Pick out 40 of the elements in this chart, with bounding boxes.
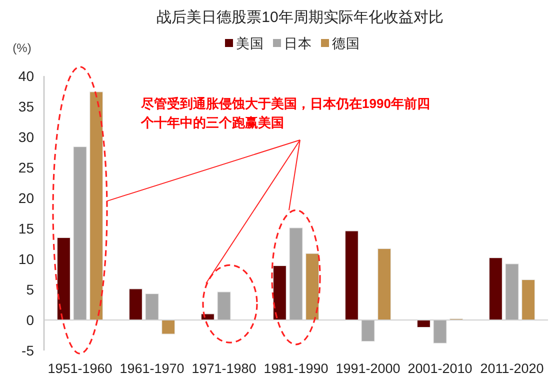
- legend-label: 德国: [332, 36, 360, 51]
- y-tick-label: 30: [18, 129, 34, 145]
- x-tick-label: 1961-1970: [120, 361, 184, 376]
- y-tick-label: 0: [26, 312, 34, 328]
- x-tick-label: 1951-1960: [48, 361, 112, 376]
- y-tick-label: 40: [18, 68, 34, 84]
- annotation: 尽管受到通胀侵蚀大于美国，日本仍在1990年前四个十年中的三个跑赢美国: [141, 95, 431, 132]
- bar: [522, 279, 536, 320]
- x-tick-label: 2011-2020: [480, 361, 544, 376]
- bar: [361, 320, 375, 342]
- y-tick-label: -5: [22, 342, 34, 358]
- bar: [128, 288, 142, 320]
- bar: [289, 228, 303, 320]
- x-tick-label: 1971-1980: [192, 361, 256, 376]
- bar: [433, 320, 447, 344]
- x-tick-label: 1991-2000: [336, 361, 400, 376]
- y-tick-label: 10: [18, 251, 34, 267]
- y-tick-label: 20: [18, 190, 34, 206]
- bar: [488, 257, 502, 320]
- bar: [145, 293, 159, 320]
- y-tick-label: 5: [26, 282, 34, 298]
- bar: [344, 230, 358, 320]
- chart-title: 战后美日德股票10年周期实际年化收益对比: [156, 9, 444, 26]
- bar: [306, 253, 320, 320]
- bar: [505, 264, 519, 320]
- y-tick-label: 35: [18, 98, 34, 114]
- bar: [90, 92, 104, 320]
- y-tick-label: 25: [18, 160, 34, 176]
- bar: [378, 248, 392, 320]
- x-tick-label: 2001-2010: [408, 361, 472, 376]
- legend-label: 日本: [284, 36, 312, 51]
- bar: [56, 237, 70, 320]
- bar: [272, 265, 286, 320]
- bar: [162, 320, 176, 334]
- y-tick-label: 15: [18, 220, 34, 236]
- x-tick-label: 1981-1990: [264, 361, 328, 376]
- y-axis-title: (%): [12, 41, 32, 55]
- bar: [73, 146, 87, 320]
- legend-label: 美国: [236, 36, 264, 51]
- bar: [217, 292, 231, 320]
